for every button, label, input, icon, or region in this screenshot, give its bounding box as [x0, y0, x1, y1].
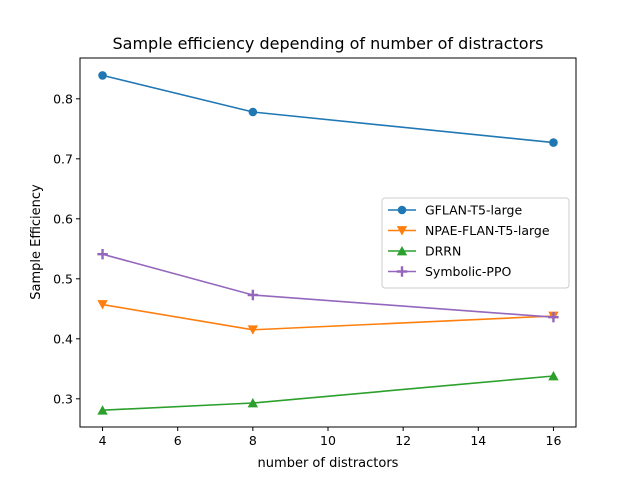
legend-box: [381, 197, 570, 289]
y-tick-label: 0.3: [53, 391, 73, 406]
data-point-npae-flan-t5-large: [97, 300, 108, 310]
y-tick-label: 0.5: [53, 271, 73, 286]
data-point-drrn: [548, 371, 559, 381]
series-gflan-t5-large: [98, 71, 558, 147]
data-point-symbolic-ppo: [247, 289, 259, 301]
y-tick-label: 0.4: [53, 331, 73, 346]
y-tick-label: 0.7: [53, 151, 73, 166]
y-axis-label: Sample Efficiency: [29, 184, 44, 300]
x-tick-label: 4: [99, 433, 107, 448]
y-axis: 0.3 0.4 0.5 0.6 0.7 0.8: [53, 91, 80, 406]
series-layer: [97, 71, 559, 415]
data-point-gflan-t5-large: [248, 107, 258, 117]
data-point-drrn: [97, 405, 108, 415]
x-tick-label: 6: [174, 433, 182, 448]
x-tick-label: 10: [320, 433, 336, 448]
x-tick-label: 16: [546, 433, 562, 448]
legend-item-drrn: DRRN: [388, 244, 461, 259]
legend-label: NPAE-FLAN-T5-large: [425, 223, 550, 238]
legend-marker: [397, 205, 407, 215]
data-point-drrn: [247, 398, 259, 408]
y-tick-label: 0.8: [53, 91, 73, 106]
data-point-symbolic-ppo: [97, 249, 108, 260]
data-point-npae-flan-t5-large: [247, 325, 259, 335]
legend-label: DRRN: [425, 244, 461, 259]
legend-label: Symbolic-PPO: [425, 264, 511, 279]
x-axis-label: number of distractors: [258, 456, 399, 471]
legend: GFLAN-T5-large NPAE-FLAN-T5-large DRRN Symb…: [381, 197, 570, 289]
series-symbolic-ppo: [97, 249, 559, 323]
legend-marker: [396, 266, 408, 277]
x-tick-label: 8: [249, 433, 257, 448]
legend-label: GFLAN-T5-large: [425, 203, 522, 218]
series-drrn: [97, 371, 559, 415]
x-tick-label: 14: [470, 433, 486, 448]
chart-title: Sample efficiency depending of number of…: [112, 34, 543, 53]
legend-item-gflan-t5-large: GFLAN-T5-large: [388, 203, 522, 218]
data-point-gflan-t5-large: [98, 71, 107, 80]
data-point-gflan-t5-large: [549, 138, 558, 147]
legend-marker: [396, 246, 408, 256]
data-point-symbolic-ppo: [548, 312, 559, 323]
legend-item-npae-flan-t5-large: NPAE-FLAN-T5-large: [388, 223, 550, 238]
legend-marker: [396, 226, 408, 236]
legend-item-symbolic-ppo: Symbolic-PPO: [388, 264, 511, 279]
y-tick-label: 0.6: [53, 211, 73, 226]
x-axis: 4 6 8 10 12 14 16: [99, 427, 562, 448]
x-tick-label: 12: [395, 433, 411, 448]
